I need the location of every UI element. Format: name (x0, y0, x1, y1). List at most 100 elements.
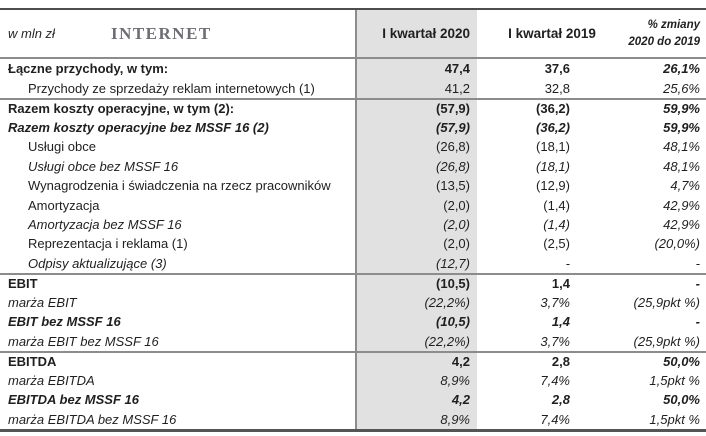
column-header-q1-2019: I kwartał 2019 (508, 26, 596, 41)
column-header-q1-2020: I kwartał 2020 (355, 10, 477, 57)
row-label: EBITDA (8, 354, 57, 370)
value-change: (25,9pkt %) (633, 333, 700, 349)
table-row-total-revenue: Łączne przychody, w tym: 47,4 37,6 26,1% (0, 59, 706, 79)
value-q1-2019: 7,4% (540, 372, 570, 388)
value-q1-2020: (10,5) (355, 275, 477, 293)
table-row-total-opex-ex-mssf16: Razem koszty operacyjne bez MSSF 16 (2) … (0, 117, 706, 137)
value-q1-2020: (12,7) (355, 253, 477, 274)
value-q1-2019: 2,8 (551, 354, 570, 370)
table-row-ebit-margin-ex-mssf16: marża EBIT bez MSSF 16 (22,2%) 3,7% (25,… (0, 331, 706, 352)
header-label-cell: w mln zł INTERNET (0, 10, 355, 57)
table-row-ad-revenue: Przychody ze sprzedaży reklam internetow… (0, 78, 706, 98)
table-row-external-services: Usługi obce (26,8) (18,1) 48,1% (0, 136, 706, 157)
row-label: Odpisy aktualizujące (3) (28, 255, 167, 271)
value-q1-2019: (1,4) (543, 216, 570, 232)
value-q1-2019: 1,4 (551, 276, 570, 292)
value-q1-2020: (2,0) (355, 214, 477, 235)
table-row-representation-advertising: Reprezentacja i reklama (1) (2,0) (2,5) … (0, 234, 706, 254)
table-header: w mln zł INTERNET I kwartał 2020 I kwart… (0, 10, 706, 59)
table-row-ebitda: EBITDA 4,2 2,8 50,0% (0, 351, 706, 371)
value-q1-2020: 47,4 (355, 59, 477, 79)
value-q1-2020: (22,2%) (355, 331, 477, 352)
value-change: 42,9% (663, 216, 700, 232)
row-label: Amortyzacja bez MSSF 16 (28, 216, 182, 232)
table-row-ebitda-margin: marża EBITDA 8,9% 7,4% 1,5pkt % (0, 370, 706, 390)
financial-table: w mln zł INTERNET I kwartał 2020 I kwart… (0, 8, 706, 432)
value-q1-2019: (36,2) (536, 119, 570, 135)
value-change: 50,0% (663, 392, 700, 408)
row-label: marża EBIT bez MSSF 16 (8, 333, 159, 349)
unit-label: w mln zł (8, 26, 55, 41)
table-row-salaries: Wynagrodzenia i świadczenia na rzecz pra… (0, 175, 706, 196)
value-q1-2019: (2,5) (543, 236, 570, 252)
row-label: Razem koszty operacyjne, w tym (2): (8, 101, 235, 117)
table-row-depreciation-ex-mssf16: Amortyzacja bez MSSF 16 (2,0) (1,4) 42,9… (0, 214, 706, 235)
value-q1-2019: (18,1) (536, 139, 570, 155)
value-change: 48,1% (663, 139, 700, 155)
value-q1-2019: - (565, 255, 570, 271)
value-q1-2019: 1,4 (551, 314, 570, 330)
value-q1-2020: (22,2%) (355, 292, 477, 313)
value-q1-2019: (36,2) (536, 101, 570, 117)
table-row-total-opex: Razem koszty operacyjne, w tym (2): (57,… (0, 97, 706, 118)
table-body: Łączne przychody, w tym: 47,4 37,6 26,1%… (0, 59, 706, 429)
value-q1-2019: 37,6 (544, 61, 570, 77)
value-q1-2020: (2,0) (355, 234, 477, 254)
table-row-ebitda-margin-ex-mssf16: marża EBITDA bez MSSF 16 8,9% 7,4% 1,5pk… (0, 409, 706, 429)
value-change: 59,9% (663, 119, 700, 135)
row-label: Amortyzacja (28, 197, 100, 213)
value-q1-2019: (18,1) (536, 158, 570, 174)
column-header-change: % zmiany 2020 do 2019 (627, 10, 706, 57)
table-row-ebit-margin: marża EBIT (22,2%) 3,7% (25,9pkt %) (0, 292, 706, 313)
value-q1-2019: 32,8 (544, 80, 570, 96)
value-change: 1,5pkt % (649, 372, 700, 388)
value-change: 4,7% (670, 178, 700, 194)
value-change: 26,1% (663, 61, 700, 77)
value-change: - (695, 255, 700, 271)
value-change: 48,1% (663, 158, 700, 174)
value-change: 59,9% (663, 101, 700, 117)
row-label: marża EBIT (8, 294, 77, 310)
row-label: Usługi obce (28, 139, 96, 155)
row-label: Razem koszty operacyjne bez MSSF 16 (2) (8, 119, 269, 135)
value-q1-2020: (10,5) (355, 312, 477, 332)
value-q1-2019: 3,7% (540, 294, 570, 310)
value-q1-2020: 8,9% (355, 370, 477, 390)
column-header-change-line2: 2020 do 2019 (628, 35, 700, 48)
table-row-external-services-ex-mssf16: Usługi obce bez MSSF 16 (26,8) (18,1) 48… (0, 156, 706, 176)
row-label: Wynagrodzenia i świadczenia na rzecz pra… (28, 178, 331, 194)
table-row-ebitda-ex-mssf16: EBITDA bez MSSF 16 4,2 2,8 50,0% (0, 389, 706, 410)
value-change: (20,0%) (654, 236, 700, 252)
row-label: marża EBITDA bez MSSF 16 (8, 411, 177, 427)
table-title: INTERNET (110, 23, 212, 43)
row-label: marża EBITDA (8, 372, 95, 388)
row-label: Reprezentacja i reklama (1) (28, 236, 188, 252)
value-change: 50,0% (663, 354, 700, 370)
value-q1-2020: (26,8) (355, 156, 477, 176)
table-row-impairment-writedowns: Odpisy aktualizujące (3) (12,7) - - (0, 253, 706, 274)
value-q1-2020: 4,2 (355, 353, 477, 371)
value-q1-2020: 41,2 (355, 78, 477, 98)
table-row-ebit: EBIT (10,5) 1,4 - (0, 273, 706, 293)
value-change: 42,9% (663, 197, 700, 213)
row-label: Przychody ze sprzedaży reklam internetow… (28, 80, 315, 96)
row-label: EBIT bez MSSF 16 (8, 314, 121, 330)
row-label: Usługi obce bez MSSF 16 (28, 158, 179, 174)
value-change: - (695, 276, 700, 292)
value-q1-2020: 8,9% (355, 409, 477, 429)
value-q1-2020: (57,9) (355, 99, 477, 118)
value-change: (25,9pkt %) (633, 294, 700, 310)
value-q1-2019: 3,7% (540, 333, 570, 349)
value-change: 25,6% (663, 80, 700, 96)
value-q1-2020: (13,5) (355, 175, 477, 196)
value-q1-2019: 2,8 (551, 392, 570, 408)
column-header-change-line1: % zmiany (647, 18, 700, 31)
value-q1-2020: 4,2 (355, 389, 477, 410)
value-q1-2020: (2,0) (355, 195, 477, 215)
value-change: 1,5pkt % (649, 411, 700, 427)
value-q1-2019: (12,9) (536, 178, 570, 194)
row-label: Łączne przychody, w tym: (8, 61, 169, 77)
table-row-ebit-ex-mssf16: EBIT bez MSSF 16 (10,5) 1,4 - (0, 312, 706, 332)
row-label: EBIT (8, 276, 38, 292)
table-row-depreciation: Amortyzacja (2,0) (1,4) 42,9% (0, 195, 706, 215)
